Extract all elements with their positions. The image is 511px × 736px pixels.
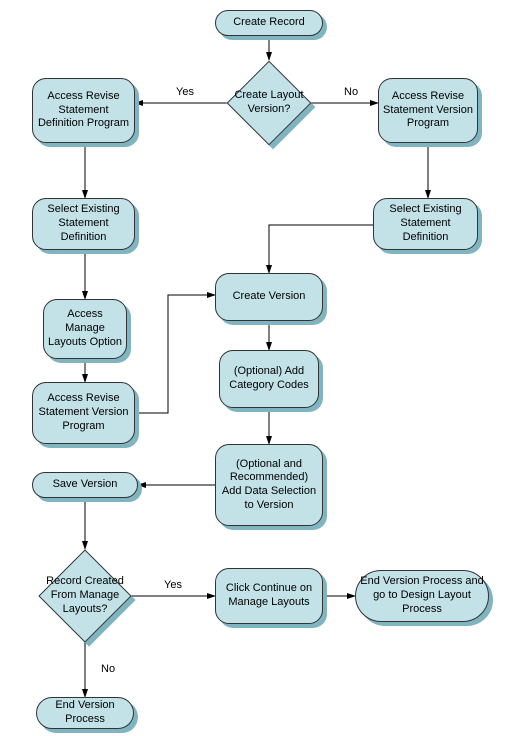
process-click-continue-label: Click Continue on Manage Layouts [220,582,318,610]
process-access-manage-layouts-label: Access Manage Layouts Option [48,308,122,349]
end-version-label: End Version Process [41,699,129,727]
process-click-continue: Click Continue on Manage Layouts [215,568,323,624]
process-select-existing-right: Select Existing Statement Definition [373,198,478,250]
edge-label-no-1: No [344,86,358,98]
end-version-terminator: End Version Process [36,697,134,729]
process-add-data-selection-label: (Optional and Recommended) Add Data Sele… [220,458,318,513]
process-add-category-codes-label: (Optional) Add Category Codes [224,365,314,393]
save-version-terminator: Save Version [32,472,138,498]
end-design-terminator: End Version Process and go to Design Lay… [355,570,489,622]
edge-label-no-2: No [101,663,115,675]
save-version-label: Save Version [53,478,118,492]
process-access-revise-definition: Access Revise Statement Definition Progr… [32,78,135,143]
start-terminator: Create Record [215,10,323,36]
decision-create-layout-label: Create Layout Version? [219,53,319,153]
end-design-label: End Version Process and go to Design Lay… [360,575,484,616]
decision-create-layout: Create Layout Version? [239,73,299,133]
process-access-revise-version-left: Access Revise Statement Version Program [32,382,135,444]
process-select-existing-right-label: Select Existing Statement Definition [378,203,473,244]
edge-label-yes-2: Yes [164,579,182,591]
process-access-manage-layouts: Access Manage Layouts Option [43,299,127,359]
process-create-version: Create Version [215,273,323,321]
process-add-data-selection: (Optional and Recommended) Add Data Sele… [215,444,323,526]
process-create-version-label: Create Version [233,290,306,304]
start-label: Create Record [233,16,305,30]
decision-from-manage-layouts: Record Created From Manage Layouts? [52,563,118,629]
process-access-revise-definition-label: Access Revise Statement Definition Progr… [37,90,130,131]
decision-from-manage-layouts-label: Record Created From Manage Layouts? [32,543,138,649]
process-access-revise-version-right-label: Access Revise Statement Version Program [383,90,473,131]
process-add-category-codes: (Optional) Add Category Codes [219,350,319,408]
edge-label-yes-1: Yes [176,86,194,98]
process-select-existing-left-label: Select Existing Statement Definition [37,203,130,244]
process-access-revise-version-right: Access Revise Statement Version Program [378,78,478,143]
process-access-revise-version-left-label: Access Revise Statement Version Program [37,392,130,433]
process-select-existing-left: Select Existing Statement Definition [32,198,135,250]
